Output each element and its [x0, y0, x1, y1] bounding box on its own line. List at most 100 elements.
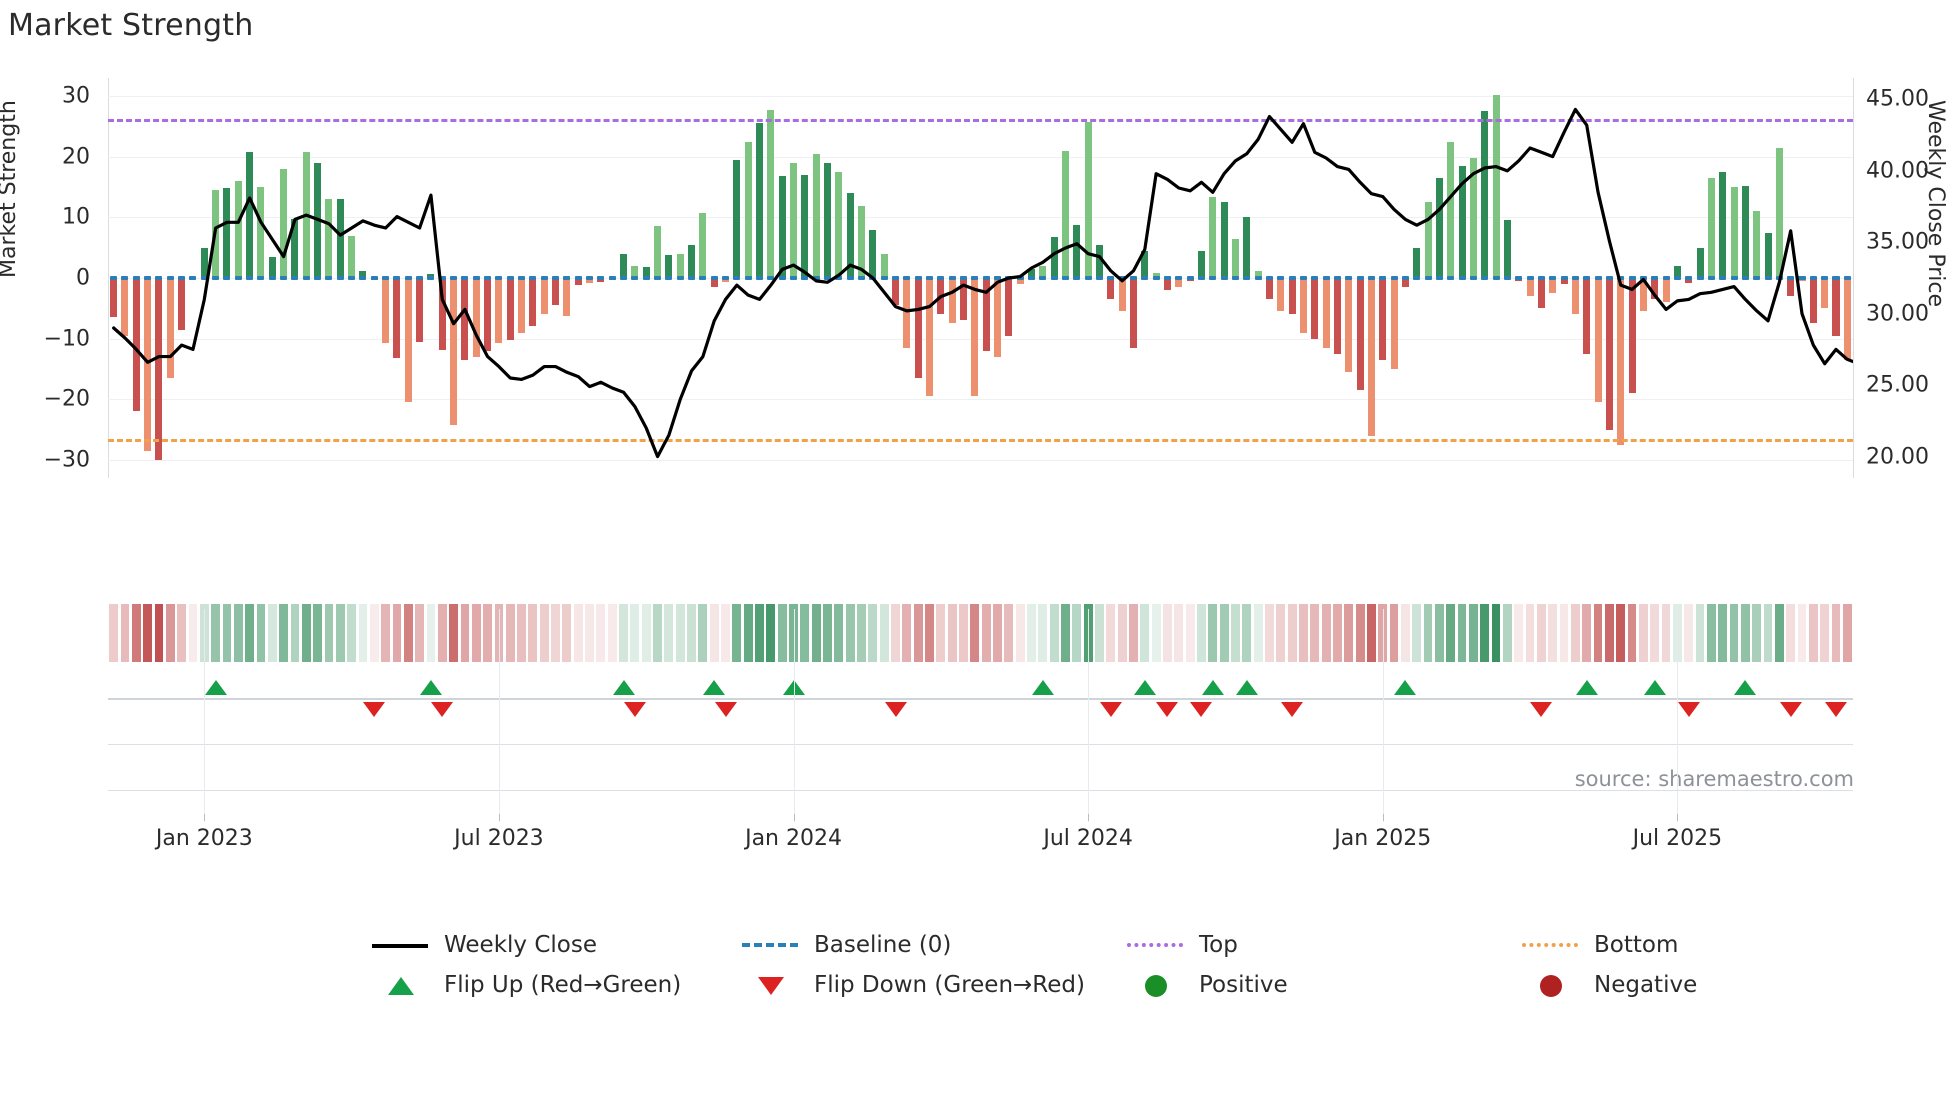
baseline-segment [1492, 276, 1500, 280]
baseline-segment [1730, 276, 1738, 280]
baseline-segment [529, 276, 537, 280]
baseline-segment [416, 276, 424, 280]
heatmap-cell [1299, 604, 1308, 662]
heatmap-cell [1548, 604, 1558, 662]
strength-bar [1719, 171, 1727, 278]
strength-bar [1775, 147, 1783, 278]
heatmap-cell [1321, 604, 1331, 662]
legend-label: Baseline (0) [814, 932, 952, 958]
strength-bar [1379, 278, 1387, 360]
baseline-segment [1753, 276, 1761, 280]
left-tick-label: 10 [62, 204, 90, 230]
legend-label: Bottom [1594, 932, 1679, 958]
heatmap-cell [1344, 604, 1354, 662]
flip-down-marker [1281, 702, 1304, 717]
baseline-segment [790, 276, 798, 280]
heatmap-cell [460, 604, 470, 662]
legend-item[interactable]: Positive [1125, 972, 1288, 998]
baseline-segment [212, 276, 220, 280]
baseline-segment [1447, 276, 1455, 280]
baseline-segment [1469, 276, 1477, 280]
strength-bar [200, 247, 208, 278]
heatmap-cell [789, 604, 798, 662]
x-gridline [1088, 609, 1090, 822]
strength-bar [1152, 273, 1160, 278]
x-tick-label: Jan 2023 [155, 826, 253, 851]
heatmap-cell [279, 604, 289, 662]
baseline-segment [1628, 276, 1636, 280]
baseline-segment [642, 276, 650, 280]
baseline-segment [835, 276, 843, 280]
baseline-segment [1254, 276, 1262, 280]
strength-bar [234, 181, 242, 278]
flip-down-marker [1779, 702, 1802, 717]
heatmap-cell [1129, 604, 1138, 662]
heatmap-cell [301, 604, 311, 662]
x-tick-label: Jul 2023 [454, 826, 544, 851]
baseline-segment [710, 276, 718, 280]
gridline [108, 459, 1853, 461]
baseline-segment [1061, 276, 1069, 280]
heatmap-cell [1117, 604, 1127, 662]
legend-item[interactable]: Flip Down (Green→Red) [740, 972, 1085, 998]
baseline-segment [1617, 276, 1625, 280]
baseline-segment [325, 276, 333, 280]
main-plot [108, 78, 1853, 478]
strength-bar [892, 278, 900, 306]
baseline-segment [1333, 276, 1341, 280]
legend-item[interactable]: Top [1125, 932, 1238, 958]
strength-bar [257, 187, 265, 278]
strength-bar [518, 278, 526, 333]
strength-bar [1107, 278, 1115, 300]
baseline-segment [1798, 276, 1806, 280]
divider-rule-upper [108, 744, 1853, 745]
legend-swatch [758, 977, 784, 995]
baseline-segment [121, 276, 129, 280]
heatmap-cell [1729, 604, 1739, 662]
heatmap-cell [1525, 604, 1535, 662]
heatmap-cell [494, 604, 504, 662]
baseline-segment [858, 276, 866, 280]
baseline-segment [574, 276, 582, 280]
heatmap-cell [358, 604, 368, 662]
heatmap-cell [347, 604, 357, 662]
baseline-segment [1367, 276, 1375, 280]
heatmap-cell [1457, 604, 1467, 662]
heatmap-cell [528, 604, 538, 662]
strength-bar [166, 278, 174, 378]
baseline-segment [1605, 276, 1613, 280]
baseline-segment [200, 276, 208, 280]
flip-down-marker [1190, 702, 1213, 717]
legend-item[interactable]: Bottom [1520, 932, 1678, 958]
baseline-segment [1673, 276, 1681, 280]
legend-swatch [742, 943, 798, 947]
heatmap-cell [1242, 604, 1252, 662]
strength-bar [1050, 236, 1058, 278]
heatmap-cell [109, 604, 119, 662]
x-tick-mark [1677, 814, 1679, 821]
legend-item[interactable]: Baseline (0) [740, 932, 951, 958]
flip-up-marker [1201, 680, 1224, 695]
heatmap-cell [1559, 604, 1569, 662]
strength-bar [280, 168, 288, 278]
baseline-segment [336, 276, 344, 280]
gridline [108, 338, 1853, 340]
strength-bar [1265, 278, 1273, 300]
flip-up-marker [204, 680, 227, 695]
baseline-segment [370, 276, 378, 280]
baseline-segment [1243, 276, 1251, 280]
left-tick-label: −20 [43, 386, 90, 412]
gridline [108, 399, 1853, 401]
strength-bar [846, 193, 854, 278]
heatmap-cell [1231, 604, 1240, 662]
strength-bar [835, 171, 843, 278]
legend-item[interactable]: Negative [1520, 972, 1697, 998]
flip-up-marker [1394, 680, 1417, 695]
strength-bar [824, 162, 832, 278]
legend-item[interactable]: Flip Up (Red→Green) [370, 972, 681, 998]
baseline-segment [1118, 276, 1126, 280]
baseline-segment [688, 276, 696, 280]
heatmap-cell [1049, 604, 1059, 662]
legend-item[interactable]: Weekly Close [370, 932, 597, 958]
x-tick-mark [498, 814, 500, 821]
